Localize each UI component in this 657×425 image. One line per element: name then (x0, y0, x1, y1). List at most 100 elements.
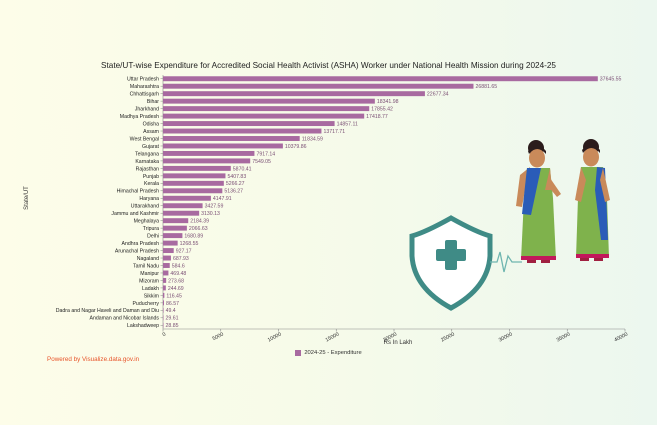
bar (163, 180, 224, 186)
category-label: Lakshadweep (127, 323, 159, 329)
bar (163, 158, 251, 164)
category-label: Dadra and Nagar Haveli and Daman and Diu (56, 308, 159, 314)
bar (163, 225, 187, 231)
category-label: Nagaland (137, 256, 159, 262)
bar-value-label: 10379.86 (285, 144, 307, 150)
bar (163, 277, 167, 283)
category-label: Himachal Pradesh (117, 189, 159, 195)
bar-value-label: 469.48 (170, 271, 186, 277)
category-label: Telangana (135, 151, 159, 157)
bar-value-label: 3130.13 (201, 211, 220, 217)
bar (163, 210, 200, 216)
category-label: Tamil Nadu (133, 263, 159, 269)
bar-value-label: 17855.42 (371, 107, 393, 113)
bar-value-label: 4147.91 (213, 196, 232, 202)
asha-worker-figure-2 (575, 139, 610, 261)
bar (163, 136, 300, 141)
bar-value-label: 13717.71 (323, 129, 345, 135)
bar (163, 218, 189, 224)
bar (163, 98, 375, 104)
bar (163, 195, 211, 201)
bar-value-label: 14857.11 (337, 121, 358, 127)
category-label: Meghalaya (134, 219, 159, 225)
category-label: Andhra Pradesh (122, 241, 160, 247)
bar-value-label: 5870.41 (233, 166, 252, 172)
category-label: Rajasthan (136, 166, 159, 172)
bar (163, 255, 171, 261)
bar-value-label: 2066.63 (189, 226, 208, 232)
bar (163, 106, 370, 112)
bar-value-label: 22677.34 (427, 92, 449, 98)
asha-workers-illustration (409, 139, 610, 311)
chart-legend: 2024-25 - Expenditure (0, 350, 657, 357)
bar-value-label: 2184.39 (190, 219, 209, 225)
bar-value-label: 1680.89 (184, 234, 203, 240)
x-tick-label: 35000 (556, 331, 572, 343)
chart-title: State/UT-wise Expenditure for Accredited… (101, 61, 556, 70)
asha-worker-figure-1 (516, 140, 561, 263)
bar (163, 76, 598, 82)
bar-value-label: 244.69 (168, 286, 184, 292)
category-label: Punjab (143, 174, 159, 180)
bar-value-label: 26881.65 (475, 84, 497, 90)
bar (163, 233, 183, 239)
category-label: Manipur (140, 271, 159, 277)
bar (163, 322, 164, 328)
bar (163, 143, 283, 149)
bar (163, 150, 255, 156)
x-tick-label: 40000 (613, 331, 629, 343)
bar (163, 300, 164, 306)
bar (163, 188, 223, 194)
category-label: Madhya Pradesh (120, 114, 159, 120)
bar-value-label: 86.57 (166, 301, 179, 307)
x-tick-label: 10000 (267, 331, 283, 343)
bar (163, 173, 226, 179)
category-label: Ladakh (142, 286, 159, 292)
category-label: Puducherry (132, 301, 159, 307)
x-tick-label: 30000 (498, 331, 514, 343)
bar-value-label: 29.61 (166, 316, 179, 322)
bar-value-label: 37645.55 (600, 77, 622, 83)
x-tick-label: 15000 (325, 331, 341, 343)
bar-value-label: 49.4 (166, 308, 176, 314)
bar (163, 263, 170, 268)
bar-value-label: 7917.14 (256, 151, 275, 157)
bar-value-label: 5407.83 (227, 174, 246, 180)
bar-value-label: 17418.77 (366, 114, 388, 120)
bar-value-label: 18341.98 (377, 99, 399, 105)
category-label: Kerala (144, 181, 159, 187)
bar (163, 248, 174, 254)
category-label: Maharashtra (130, 84, 159, 90)
category-label: Andaman and Nicobar Islands (90, 316, 160, 322)
category-label: Odisha (143, 121, 160, 127)
bar-value-label: 28.85 (166, 323, 179, 329)
category-label: Uttarakhand (131, 204, 159, 210)
bar (163, 121, 335, 127)
bar-value-label: 3427.59 (205, 204, 224, 210)
bar-value-label: 273.68 (168, 278, 184, 284)
bars-group: 37645.55 26881.65 22677.34 18341.98 17855.42… (163, 76, 622, 329)
bar (163, 165, 231, 171)
bar (163, 128, 322, 134)
category-label: Delhi (147, 234, 159, 240)
legend-swatch (295, 350, 302, 356)
x-tick-label: 5000 (212, 331, 225, 342)
bar-value-label: 927.17 (176, 248, 192, 254)
category-label: Haryana (139, 196, 159, 202)
category-label: Gujarat (142, 144, 160, 150)
x-tick-label: 0 (162, 331, 167, 338)
powered-by-link[interactable]: Powered by Visualize.data.gov.in (47, 356, 140, 363)
x-axis-label: Rs In Lakh (384, 340, 413, 346)
heartbeat-line-icon (490, 251, 522, 273)
bar-value-label: 116.45 (166, 293, 182, 299)
category-label: Jammu and Kashmir (111, 211, 159, 217)
category-label: Tripura (143, 226, 159, 232)
bar (163, 203, 203, 209)
category-label: Jharkhand (135, 107, 159, 113)
bar (163, 240, 178, 246)
bar-value-label: 584.6 (172, 263, 185, 269)
bar (163, 315, 164, 321)
category-label: Bihar (147, 99, 159, 105)
bar (163, 113, 365, 119)
